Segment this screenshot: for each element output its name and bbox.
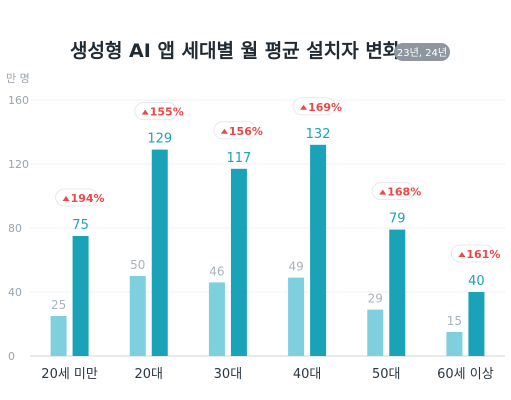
x-tick-label-2: 30대 <box>214 367 243 382</box>
data-label-2024-1: 129 <box>147 132 172 147</box>
period-badge-text: 23년, 24년 <box>397 47 447 59</box>
bar-2024-0 <box>72 236 89 356</box>
y-axis: 0 40 80 120 160 <box>8 94 29 363</box>
bar-2024-4 <box>389 229 406 356</box>
bar-2024-5 <box>468 292 485 356</box>
data-label-2024-4: 79 <box>389 212 406 227</box>
data-label-2024-0: 75 <box>72 218 89 233</box>
growth-bubble-3 <box>292 97 336 116</box>
growth-bubble-1 <box>134 102 178 121</box>
growth-label-5: 161% <box>466 248 500 261</box>
data-label-2023-3: 49 <box>288 260 303 274</box>
y-tick-label-3: 120 <box>8 158 29 171</box>
y-tick-label-0: 0 <box>8 350 15 363</box>
x-tick-label-0: 20세 미만 <box>41 367 98 382</box>
growth-label-3: 169% <box>308 101 342 114</box>
bar-2023-4 <box>367 309 384 356</box>
growth-up-arrow-icon-3 <box>300 104 308 110</box>
growth-up-arrow-icon-0 <box>62 196 70 201</box>
bar-2024-3 <box>310 144 327 356</box>
growth-label-2: 156% <box>229 125 263 138</box>
bar-2023-5 <box>446 332 463 356</box>
bars: 25 75 194% 50 129 155% 46 117 156% 49 132 169% 29 79 1… <box>50 97 500 356</box>
data-label-2024-3: 132 <box>306 127 331 142</box>
growth-bubble-4 <box>371 182 415 201</box>
data-label-2024-5: 40 <box>468 274 485 289</box>
growth-bubble-2 <box>213 121 257 140</box>
y-tick-label-4: 160 <box>8 94 29 107</box>
x-axis: 20세 미만 20대 30대 40대 50대 60세 이상 <box>41 367 493 382</box>
data-label-2023-4: 29 <box>368 292 383 306</box>
bar-2023-1 <box>129 276 146 356</box>
y-tick-label-2: 80 <box>8 222 22 235</box>
x-tick-label-1: 20대 <box>134 367 163 382</box>
bar-2024-2 <box>230 168 247 356</box>
grid-lines <box>30 99 505 357</box>
growth-up-arrow-icon-4 <box>379 189 387 195</box>
bar-2023-2 <box>208 282 225 356</box>
growth-up-arrow-icon-1 <box>141 109 149 115</box>
growth-bubble-5 <box>450 244 494 263</box>
growth-bubble-0 <box>55 188 99 207</box>
chart-title: 생성형 AI 앱 세대별 월 평균 설치자 변화 <box>70 40 401 62</box>
data-label-2023-1: 50 <box>130 258 145 272</box>
x-tick-label-5: 60세 이상 <box>437 367 494 382</box>
growth-label-1: 155% <box>150 106 184 119</box>
bar-2023-3 <box>288 277 305 356</box>
y-tick-label-1: 40 <box>8 286 22 299</box>
period-badge <box>394 43 450 61</box>
data-label-2023-2: 46 <box>209 264 224 278</box>
growth-label-4: 168% <box>387 186 421 199</box>
growth-label-0: 194% <box>71 192 105 205</box>
bar-2024-1 <box>151 149 168 356</box>
y-axis-unit: 만 명 <box>6 72 30 85</box>
data-label-2023-0: 25 <box>51 298 66 312</box>
growth-up-arrow-icon-2 <box>220 128 228 134</box>
x-tick-label-4: 50대 <box>372 367 401 382</box>
x-tick-label-3: 40대 <box>293 367 322 382</box>
data-label-2024-2: 117 <box>227 151 252 166</box>
growth-up-arrow-icon-5 <box>458 252 466 257</box>
bar-2023-0 <box>50 316 67 356</box>
data-label-2023-5: 15 <box>447 314 462 328</box>
